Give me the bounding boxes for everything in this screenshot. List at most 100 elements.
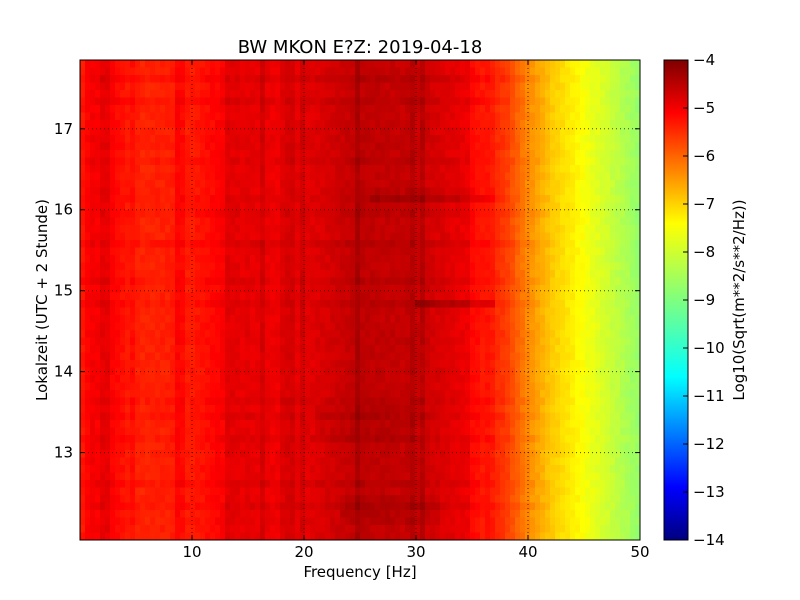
heatmap-cell: [235, 90, 241, 98]
heatmap-cell: [500, 97, 506, 106]
heatmap-cell: [200, 202, 206, 211]
heatmap-cell: [580, 247, 586, 256]
heatmap-cell: [340, 315, 346, 323]
heatmap-cell: [360, 67, 366, 76]
heatmap-cell: [395, 292, 401, 301]
heatmap-cell: [345, 367, 351, 376]
heatmap-cell: [220, 270, 226, 278]
heatmap-cell: [225, 367, 231, 376]
heatmap-cell: [370, 337, 376, 346]
heatmap-cell: [450, 127, 456, 136]
heatmap-cell: [590, 360, 596, 368]
heatmap-cell: [585, 172, 591, 181]
heatmap-cell: [360, 330, 366, 338]
heatmap-cell: [170, 90, 176, 98]
heatmap-cell: [625, 345, 631, 353]
heatmap-cell: [285, 360, 291, 368]
heatmap-cell: [190, 187, 196, 196]
heatmap-cell: [525, 337, 531, 346]
heatmap-cell: [80, 315, 86, 323]
heatmap-cell: [230, 240, 236, 248]
heatmap-cell: [85, 75, 91, 83]
heatmap-cell: [165, 285, 171, 293]
heatmap-cell: [245, 225, 251, 233]
heatmap-cell: [255, 300, 261, 308]
heatmap-cell: [575, 247, 581, 256]
heatmap-cell: [240, 337, 246, 346]
heatmap-cell: [145, 322, 151, 331]
heatmap-cell: [240, 82, 246, 91]
heatmap-cell: [440, 157, 446, 166]
heatmap-cell: [565, 165, 571, 173]
heatmap-cell: [305, 367, 311, 376]
heatmap-cell: [630, 352, 636, 361]
heatmap-cell: [295, 90, 301, 98]
heatmap-cell: [190, 360, 196, 368]
heatmap-cell: [325, 187, 331, 196]
heatmap-cell: [620, 187, 626, 196]
heatmap-cell: [80, 345, 86, 353]
heatmap-cell: [440, 232, 446, 241]
heatmap-cell: [295, 240, 301, 248]
heatmap-cell: [510, 75, 516, 83]
heatmap-cell: [200, 60, 206, 68]
heatmap-cell: [295, 232, 301, 241]
heatmap-cell: [115, 225, 121, 233]
heatmap-cell: [600, 165, 606, 173]
heatmap-cell: [420, 292, 426, 301]
heatmap-cell: [205, 210, 211, 218]
heatmap-cell: [400, 390, 406, 398]
heatmap-cell: [110, 247, 116, 256]
heatmap-cell: [300, 195, 306, 203]
heatmap-cell: [190, 112, 196, 121]
heatmap-cell: [80, 337, 86, 346]
heatmap-cell: [435, 90, 441, 98]
heatmap-cell: [610, 210, 616, 218]
heatmap-cell: [130, 292, 136, 301]
heatmap-cell: [545, 165, 551, 173]
heatmap-cell: [360, 307, 366, 316]
heatmap-cell: [290, 60, 296, 68]
heatmap-cell: [120, 292, 126, 301]
heatmap-cell: [620, 90, 626, 98]
heatmap-cell: [80, 172, 86, 181]
heatmap-cell: [295, 67, 301, 76]
heatmap-cell: [390, 150, 396, 158]
heatmap-cell: [375, 300, 381, 308]
heatmap-cell: [180, 135, 186, 143]
heatmap-cell: [400, 352, 406, 361]
heatmap-cell: [250, 90, 256, 98]
heatmap-cell: [585, 210, 591, 218]
heatmap-cell: [380, 157, 386, 166]
heatmap-cell: [120, 67, 126, 76]
heatmap-cell: [425, 217, 431, 226]
heatmap-cell: [510, 307, 516, 316]
heatmap-cell: [125, 352, 131, 361]
heatmap-cell: [435, 382, 441, 391]
heatmap-cell: [630, 165, 636, 173]
heatmap-cell: [510, 277, 516, 286]
heatmap-cell: [455, 172, 461, 181]
heatmap-cell: [625, 285, 631, 293]
heatmap-cell: [410, 67, 416, 76]
heatmap-cell: [360, 157, 366, 166]
heatmap-cell: [85, 195, 91, 203]
heatmap-cell: [605, 367, 611, 376]
heatmap-cell: [415, 292, 421, 301]
heatmap-cell: [550, 195, 556, 203]
heatmap-cell: [205, 382, 211, 391]
heatmap-cell: [455, 225, 461, 233]
heatmap-cell: [615, 315, 621, 323]
heatmap-cell: [340, 75, 346, 83]
heatmap-cell: [630, 157, 636, 166]
heatmap-cell: [145, 232, 151, 241]
heatmap-cell: [605, 360, 611, 368]
heatmap-cell: [460, 75, 466, 83]
heatmap-cell: [420, 210, 426, 218]
heatmap-cell: [575, 345, 581, 353]
heatmap-cell: [335, 247, 341, 256]
heatmap-cell: [410, 307, 416, 316]
heatmap-cell: [155, 195, 161, 203]
heatmap-cell: [590, 150, 596, 158]
heatmap-cell: [610, 232, 616, 241]
